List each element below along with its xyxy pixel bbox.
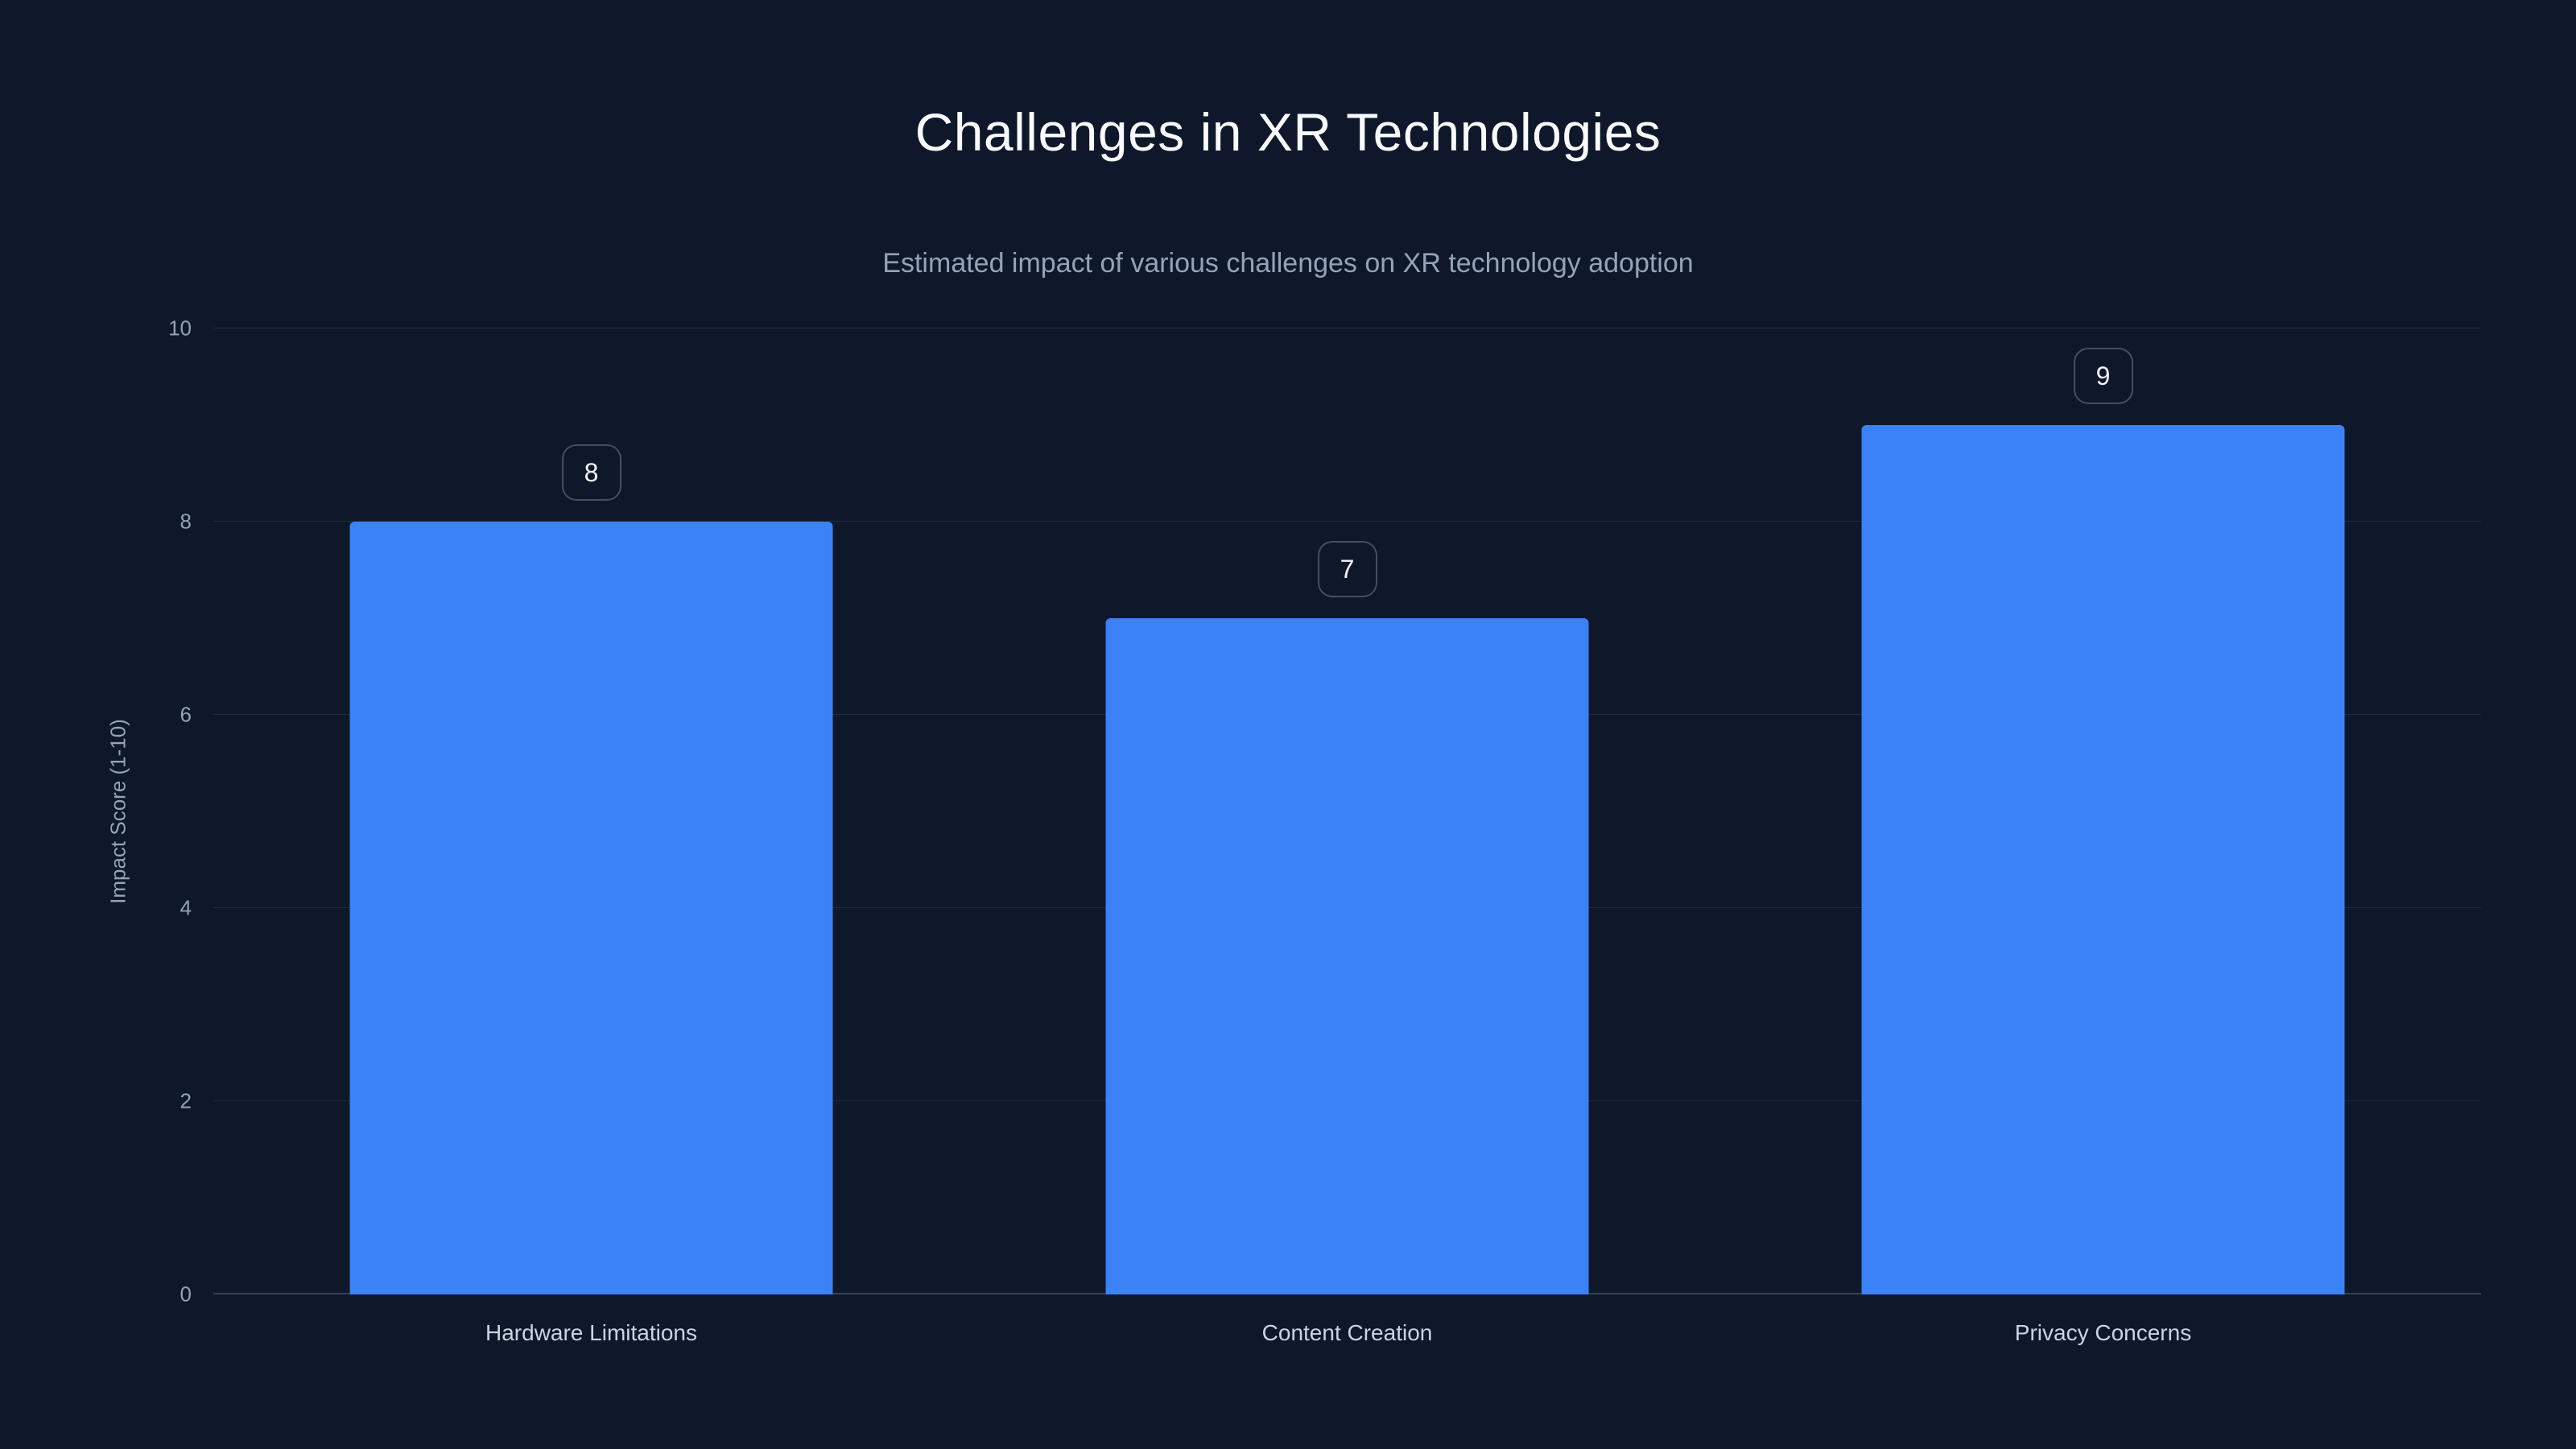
x-axis-category-label: Hardware Limitations <box>485 1320 697 1345</box>
value-label-badge: 8 <box>561 444 621 501</box>
bar-group: 8 <box>213 328 969 1294</box>
x-axis-labels: Hardware Limitations Content Creation Priv… <box>213 1320 2481 1377</box>
value-label-badge: 9 <box>2073 348 2133 404</box>
gridline <box>213 521 2481 522</box>
bar <box>1105 618 1589 1294</box>
y-tick-label: 10 <box>168 316 192 341</box>
value-label-badge: 7 <box>1317 541 1377 597</box>
y-tick-label: 4 <box>180 895 192 920</box>
bars-container: 8 7 9 <box>213 328 2481 1294</box>
bar-group: 9 <box>1725 328 2481 1294</box>
y-tick-label: 2 <box>180 1088 192 1113</box>
chart-title: Challenges in XR Technologies <box>914 102 1662 162</box>
bar <box>1861 425 2345 1294</box>
x-axis-category-label: Privacy Concerns <box>2014 1320 2192 1345</box>
y-tick-label: 8 <box>180 509 192 534</box>
plot-area: 8 7 9 <box>213 328 2481 1294</box>
chart-subtitle: Estimated impact of various challenges o… <box>882 248 1694 279</box>
y-tick-label: 0 <box>180 1282 192 1307</box>
bar-group: 7 <box>969 328 1725 1294</box>
y-tick-label: 6 <box>180 702 192 727</box>
x-axis-category-label: Content Creation <box>1261 1320 1433 1345</box>
y-axis-tick-labels: 0 2 4 6 8 10 <box>0 316 192 1307</box>
bar <box>349 522 833 1294</box>
